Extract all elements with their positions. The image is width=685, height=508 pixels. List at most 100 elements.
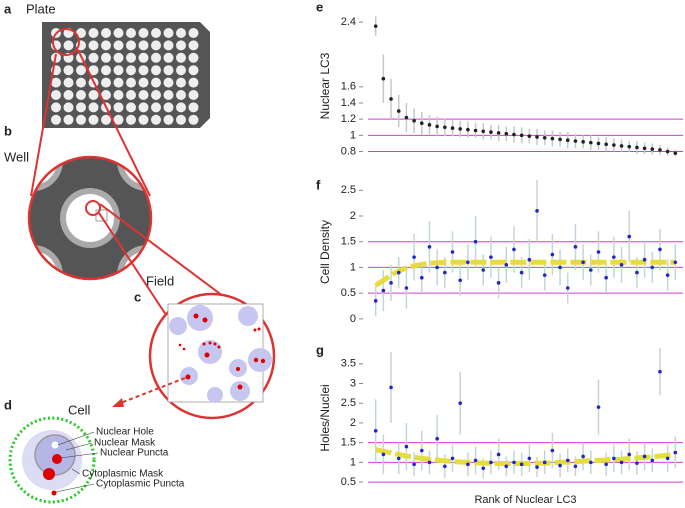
data-point <box>573 139 578 143</box>
cell-part-label: Nuclear Puncta <box>100 448 169 459</box>
data-point <box>419 275 424 280</box>
plate-well <box>151 52 161 63</box>
plate-well <box>76 114 86 125</box>
plate-well <box>138 90 149 100</box>
data-point <box>427 460 432 465</box>
y-tick-label: 1.5 <box>341 236 356 248</box>
data-point <box>473 239 478 244</box>
data-point <box>496 281 501 285</box>
data-point <box>481 466 486 471</box>
plate-well <box>51 114 61 125</box>
plate-well <box>151 28 161 38</box>
y-tick-label: 0.5 <box>341 476 356 488</box>
y-axis-label: Nuclear LC3 <box>318 52 332 119</box>
data-point <box>396 270 401 275</box>
data-point <box>550 252 555 257</box>
data-point <box>604 275 608 280</box>
y-axis-label: Cell Density <box>318 220 332 284</box>
data-point <box>665 149 670 154</box>
data-point <box>443 464 447 469</box>
cell-part-label: Nuclear Hole <box>96 427 154 438</box>
data-point <box>627 452 632 457</box>
zoom-line <box>77 49 151 197</box>
data-point <box>435 124 439 129</box>
y-tick-label: 1 <box>350 129 356 141</box>
data-point <box>573 464 578 469</box>
plate-well <box>63 102 74 113</box>
data-point <box>589 140 593 145</box>
well-label: Well <box>4 149 29 164</box>
data-point <box>443 270 447 275</box>
panel-label: b <box>4 123 12 138</box>
plate-well <box>88 102 99 113</box>
data-point <box>481 129 486 134</box>
plate-well <box>113 90 124 100</box>
fit-line <box>374 259 676 288</box>
plate-well <box>176 102 186 113</box>
data-point <box>527 257 532 262</box>
plate-well <box>188 77 199 88</box>
data-point <box>581 260 585 265</box>
plate-well <box>163 102 174 113</box>
data-point <box>396 109 401 113</box>
data-point <box>550 136 555 141</box>
field-label: Field <box>146 273 174 288</box>
data-point <box>673 260 678 265</box>
y-tick-label: 0.5 <box>341 287 356 299</box>
plate-well <box>138 77 149 88</box>
plate-well <box>76 65 86 76</box>
data-point <box>450 456 455 461</box>
data-point <box>473 128 478 133</box>
plate-well <box>176 90 186 100</box>
data-point <box>412 118 416 123</box>
plate-well <box>101 77 111 88</box>
data-point <box>573 245 578 249</box>
data-point <box>612 456 616 461</box>
plate-well <box>113 65 124 76</box>
plate-well <box>176 40 186 51</box>
plate-well <box>51 77 61 88</box>
panel-label: f <box>316 177 321 192</box>
plate-well <box>126 52 136 63</box>
data-point <box>404 115 409 120</box>
y-tick-label: 2 <box>350 210 356 222</box>
data-point <box>504 263 509 267</box>
panel-label: g <box>316 342 324 357</box>
y-tick-label: 1.5 <box>341 437 356 449</box>
data-point <box>419 121 424 126</box>
plate-well <box>163 114 174 125</box>
data-point <box>619 144 624 148</box>
plate-well <box>63 77 74 88</box>
data-point <box>596 405 601 409</box>
fit-line <box>375 447 676 467</box>
plate <box>42 22 210 128</box>
y-tick-label: 1.2 <box>341 113 356 125</box>
data-point <box>504 464 509 469</box>
well-circle <box>27 155 153 281</box>
plate-well <box>151 102 161 113</box>
data-point <box>496 131 501 135</box>
plate-well <box>188 52 199 63</box>
data-point <box>619 263 624 267</box>
zoom-line <box>98 212 169 319</box>
panel-label: e <box>316 0 323 14</box>
data-point <box>466 462 470 467</box>
plate-well <box>76 90 86 100</box>
zoom-circle <box>52 28 80 56</box>
cell-drawing <box>8 416 99 504</box>
plate-well <box>126 102 136 113</box>
data-point <box>381 76 386 81</box>
plate-well <box>101 90 111 100</box>
data-point <box>450 250 455 254</box>
cell-label: Cell <box>68 402 91 417</box>
data-point <box>496 452 501 457</box>
data-point <box>404 444 409 449</box>
data-point <box>650 458 655 463</box>
plate-well <box>76 28 86 38</box>
data-point <box>473 458 478 463</box>
data-point <box>558 265 562 270</box>
plate-well <box>113 114 124 125</box>
data-point <box>612 255 616 259</box>
plate-well <box>163 28 174 38</box>
data-point <box>427 123 432 127</box>
